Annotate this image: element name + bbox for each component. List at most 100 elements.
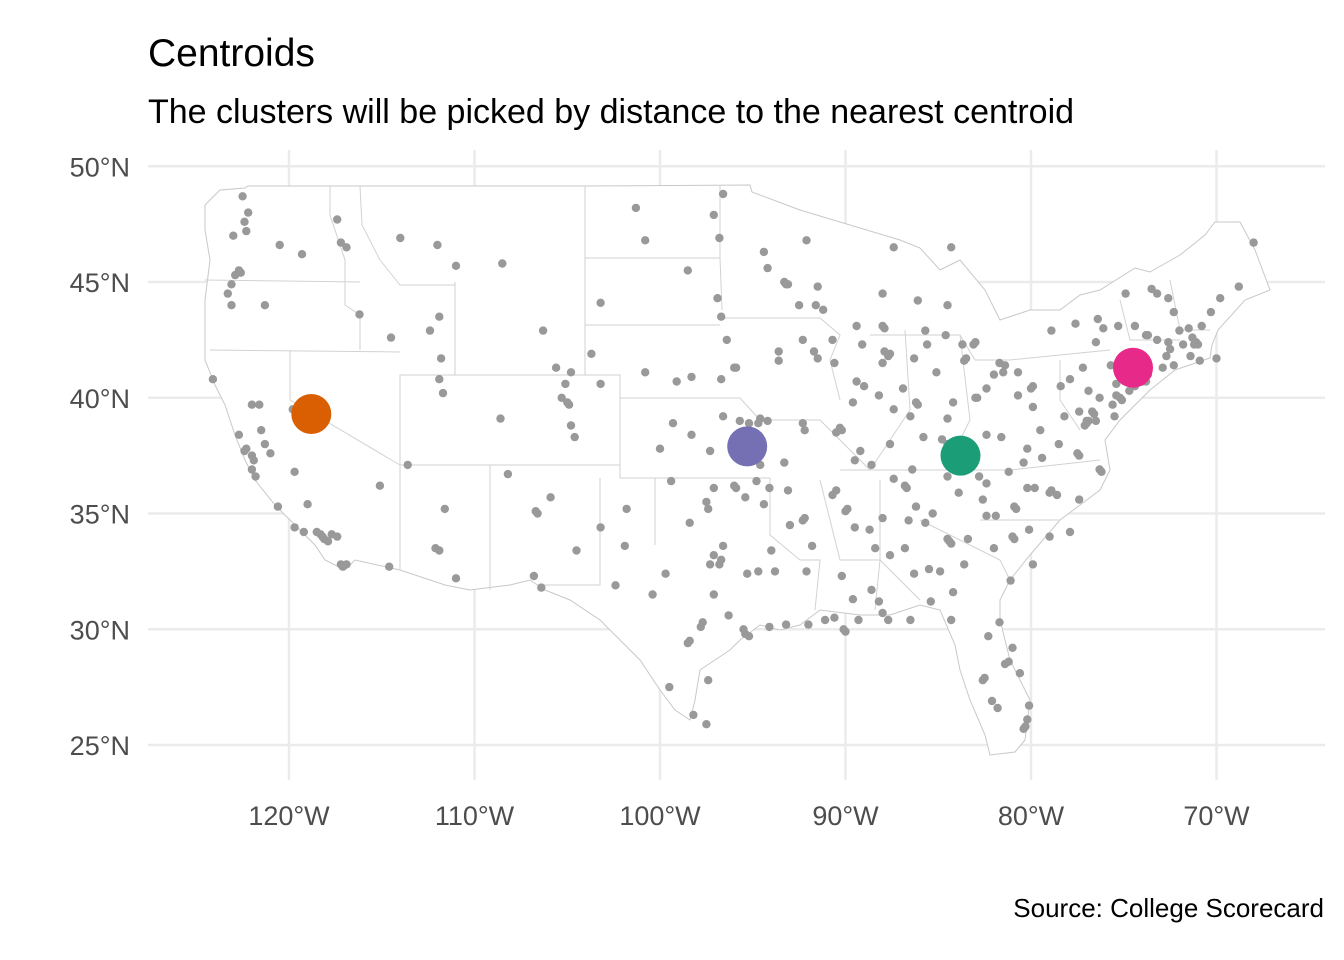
x-axis-labels: 120°W 110°W 100°W 90°W 80°W 70°W — [248, 801, 1250, 831]
us-states-map — [204, 184, 1271, 756]
college-point — [1212, 354, 1221, 363]
college-point — [1036, 426, 1045, 435]
college-point — [982, 511, 991, 520]
college-point — [1125, 386, 1134, 395]
college-point — [1091, 416, 1101, 426]
college-point — [385, 562, 394, 571]
map-title: Centroids — [148, 32, 315, 75]
college-point — [1004, 657, 1013, 666]
college-point — [257, 426, 266, 435]
college-point — [1195, 356, 1205, 365]
college-point — [798, 335, 807, 345]
college-point — [1097, 467, 1106, 476]
college-point — [451, 261, 461, 270]
college-point — [971, 393, 980, 402]
college-point — [596, 379, 605, 389]
college-point — [435, 312, 444, 321]
college-point — [229, 231, 238, 240]
college-point — [830, 613, 839, 622]
college-point — [717, 555, 726, 564]
college-point — [878, 358, 887, 368]
college-point — [848, 398, 858, 407]
college-point — [668, 419, 678, 428]
college-point — [908, 465, 917, 474]
college-point — [1234, 282, 1244, 291]
college-point — [913, 400, 922, 409]
college-point — [852, 377, 861, 386]
college-point — [852, 321, 861, 331]
college-point — [798, 419, 807, 428]
college-point — [739, 625, 748, 634]
college-point — [744, 632, 754, 641]
college-point — [648, 590, 657, 599]
college-point — [273, 502, 283, 511]
college-point — [303, 500, 312, 509]
centroid-marker — [291, 394, 332, 434]
college-point — [1152, 289, 1162, 298]
college-point — [227, 280, 236, 289]
college-point — [850, 523, 859, 532]
college-point — [709, 551, 718, 560]
college-point — [1065, 527, 1075, 537]
college-point — [247, 400, 257, 409]
college-point — [687, 430, 696, 439]
college-point — [1075, 495, 1084, 504]
centroid-marker — [940, 435, 981, 476]
college-point — [641, 368, 650, 377]
college-point — [943, 472, 952, 481]
college-point — [1010, 534, 1019, 544]
college-point — [841, 627, 850, 636]
college-point — [820, 615, 830, 625]
college-point — [752, 476, 761, 486]
college-point — [1023, 483, 1032, 493]
college-point — [1084, 386, 1093, 395]
college-point — [641, 236, 650, 245]
college-point — [1121, 289, 1130, 298]
college-point — [566, 368, 576, 377]
college-point — [889, 243, 898, 252]
college-point — [1024, 525, 1034, 534]
college-point — [1019, 458, 1028, 467]
college-point — [715, 233, 724, 243]
college-point — [1164, 338, 1173, 347]
college-point — [889, 405, 898, 414]
college-point — [375, 481, 385, 490]
college-point — [433, 240, 442, 250]
college-point — [832, 428, 841, 437]
college-point — [1028, 560, 1038, 569]
college-point — [538, 326, 548, 335]
college-point — [1178, 340, 1188, 349]
college-point — [982, 384, 991, 393]
college-point — [1158, 363, 1167, 372]
college-point — [1249, 238, 1258, 247]
college-point — [1028, 382, 1038, 391]
college-point — [557, 393, 566, 402]
college-point — [496, 414, 505, 423]
college-point — [1110, 412, 1119, 421]
college-point — [807, 541, 817, 551]
college-point — [958, 340, 967, 349]
college-point — [1175, 326, 1184, 335]
college-point — [1037, 453, 1047, 463]
map-subtitle: The clusters will be picked by distance … — [148, 93, 1075, 131]
college-point — [696, 622, 705, 632]
college-point — [587, 349, 596, 358]
college-point — [724, 611, 733, 620]
college-point — [1147, 284, 1156, 294]
college-point — [722, 335, 731, 345]
college-point — [705, 446, 715, 456]
college-point — [312, 527, 321, 537]
college-point — [1106, 361, 1116, 370]
college-point — [1047, 326, 1056, 335]
college-point — [661, 569, 670, 578]
college-point — [947, 243, 956, 252]
college-point — [943, 534, 952, 544]
college-point — [960, 356, 969, 365]
college-point — [1162, 351, 1171, 361]
college-point — [1114, 321, 1123, 331]
college-points — [208, 189, 1258, 733]
college-point — [240, 446, 249, 456]
college-point — [572, 546, 581, 555]
college-point — [1000, 361, 1010, 370]
